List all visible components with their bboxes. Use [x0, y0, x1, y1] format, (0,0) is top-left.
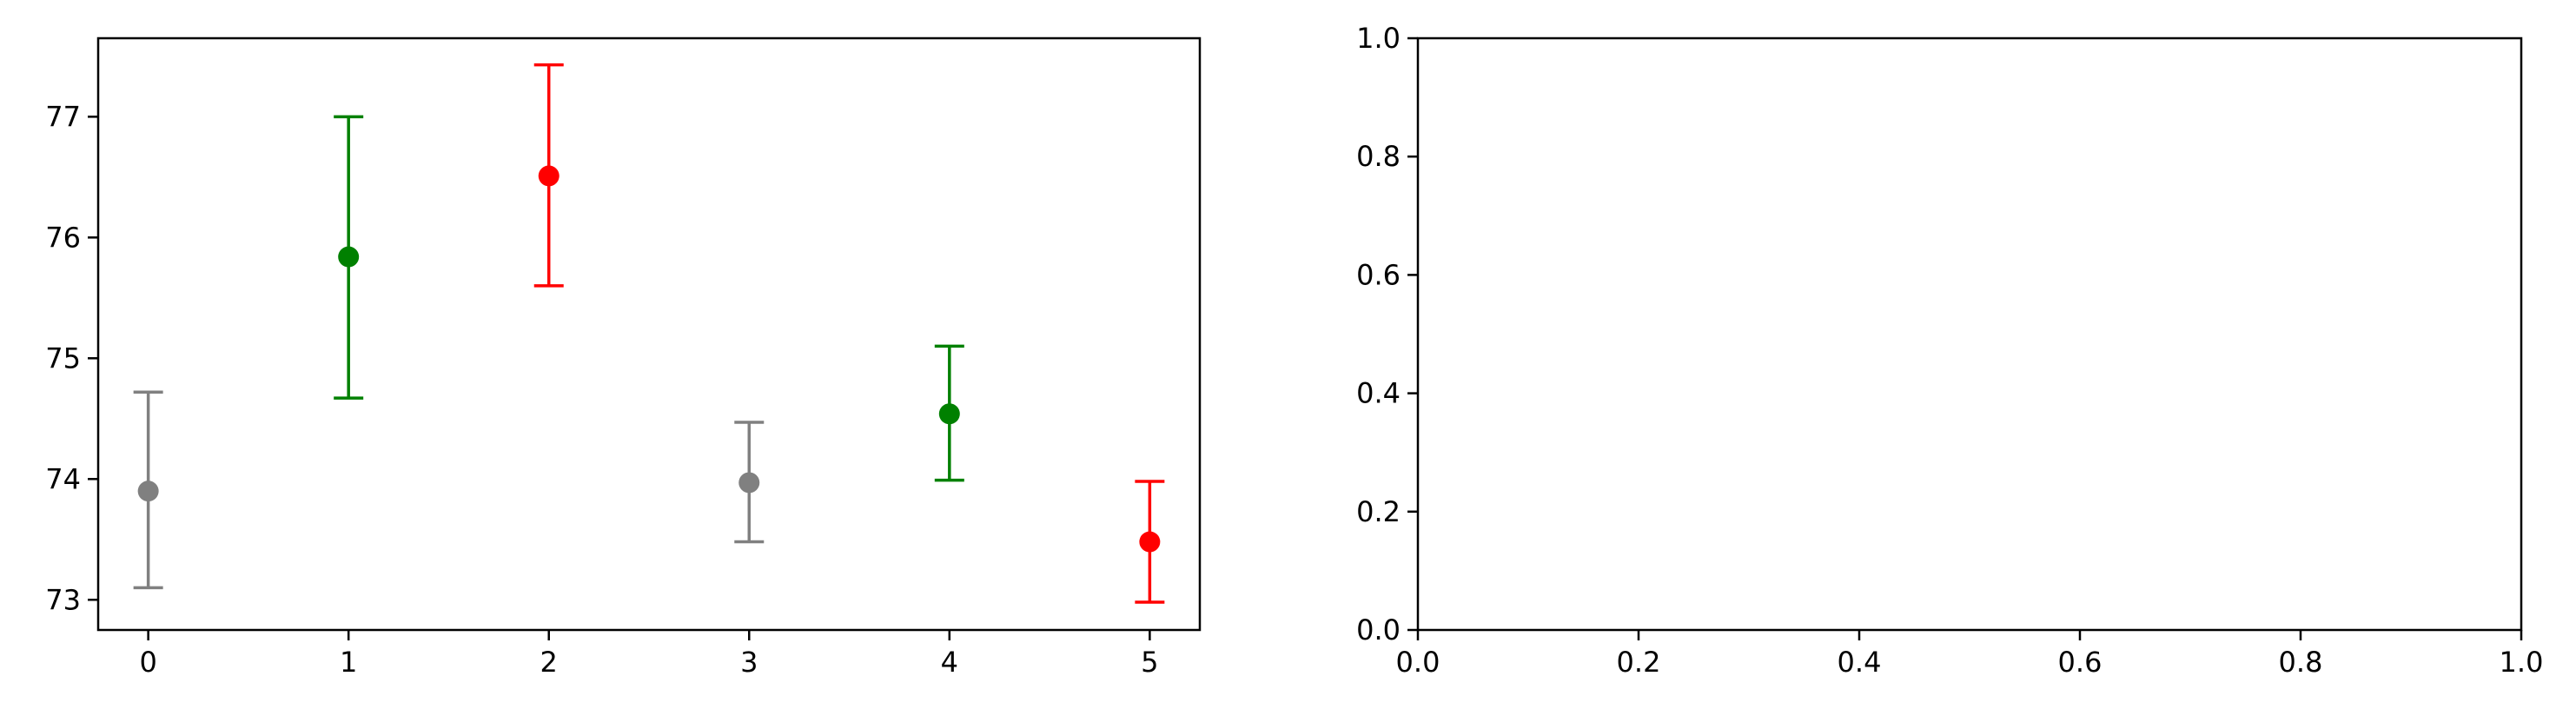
x-tick-label: 3 [740, 646, 758, 679]
y-tick-label: 76 [45, 221, 81, 254]
data-point-marker [1139, 531, 1161, 553]
errorbar-point-0 [133, 390, 163, 590]
y-axis: 73 74 75 76 77 [45, 100, 98, 616]
data-point-marker [137, 481, 159, 502]
data-series [133, 63, 1165, 604]
axes-frame [96, 36, 1202, 632]
y-tick-label: 73 [45, 583, 81, 616]
y-tick-label: 0.2 [1356, 495, 1401, 528]
y-tick-label: 74 [45, 462, 81, 495]
x-tick-label: 1.0 [2500, 646, 2544, 679]
y-tick-label: 77 [45, 100, 81, 133]
y-tick-label: 75 [45, 341, 81, 375]
y-axis: 0.0 0.2 0.4 0.6 0.8 1.0 [1356, 22, 1418, 646]
data-point-marker [738, 472, 760, 494]
x-tick-label: 5 [1141, 646, 1158, 679]
data-point-marker [538, 165, 560, 187]
errorbar-point-2 [533, 63, 564, 288]
x-tick-label: 1 [340, 646, 357, 679]
x-tick-label: 0 [139, 646, 156, 679]
y-tick-label: 0.6 [1356, 258, 1401, 291]
x-tick-label: 4 [941, 646, 958, 679]
y-tick-label: 0.8 [1356, 140, 1401, 173]
y-tick-label: 1.0 [1356, 22, 1401, 55]
data-point-marker [338, 246, 360, 268]
axes-frame [1416, 36, 2523, 632]
errorbar-point-3 [734, 421, 765, 544]
errorbar-point-1 [334, 115, 364, 400]
x-tick-label: 2 [540, 646, 558, 679]
errorbar-axes: 0 1 2 3 4 5 73 74 75 76 77 [45, 36, 1202, 679]
x-tick-label: 0.0 [1396, 646, 1440, 679]
x-tick-label: 0.4 [1838, 646, 1882, 679]
x-axis: 0.0 0.2 0.4 0.6 0.8 1.0 [1396, 630, 2544, 679]
x-axis: 0 1 2 3 4 5 [139, 630, 1159, 679]
y-tick-label: 0.0 [1356, 613, 1401, 646]
data-point-marker [938, 403, 960, 425]
y-tick-label: 0.4 [1356, 377, 1401, 410]
empty-axes: 0.0 0.2 0.4 0.6 0.8 1.0 0.0 0.2 0.4 0.6 0.8 1.0 [1356, 22, 2543, 679]
x-tick-label: 0.6 [2058, 646, 2103, 679]
x-tick-label: 0.8 [2279, 646, 2323, 679]
x-tick-label: 0.2 [1617, 646, 1661, 679]
errorbar-point-4 [934, 344, 964, 482]
errorbar-point-5 [1135, 480, 1165, 604]
